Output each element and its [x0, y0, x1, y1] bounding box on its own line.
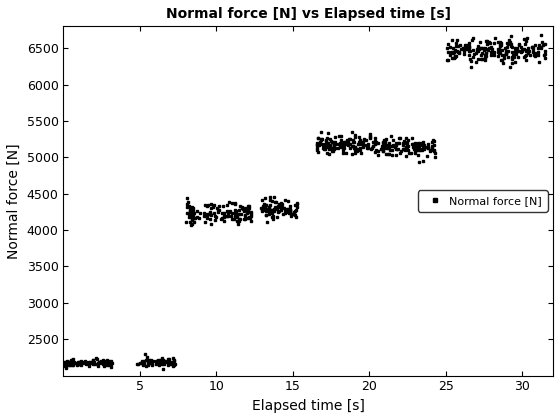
Normal force [N] — [496, 47, 502, 52]
X-axis label: Elapsed time [s]: Elapsed time [s] — [252, 399, 365, 413]
Normal force [N] — [78, 360, 85, 365]
Normal force [N] — [278, 203, 284, 208]
Line: Normal force [N]: Normal force [N] — [62, 34, 547, 370]
Normal force [N] — [460, 49, 467, 54]
Legend: Normal force [N]: Normal force [N] — [418, 190, 548, 212]
Normal force [N] — [160, 366, 167, 371]
Y-axis label: Normal force [N]: Normal force [N] — [7, 143, 21, 259]
Normal force [N] — [236, 217, 243, 222]
Title: Normal force [N] vs Elapsed time [s]: Normal force [N] vs Elapsed time [s] — [166, 7, 451, 21]
Normal force [N] — [153, 362, 160, 367]
Normal force [N] — [487, 41, 494, 46]
Normal force [N] — [538, 32, 544, 37]
Normal force [N] — [496, 41, 503, 46]
